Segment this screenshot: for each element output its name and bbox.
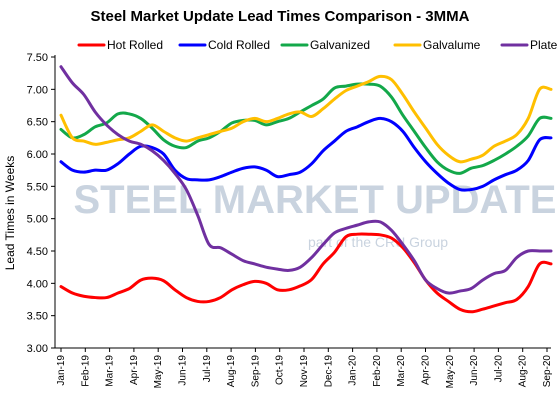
y-tick-label: 4.00 bbox=[27, 278, 48, 290]
x-tick-label: Aug-19 bbox=[226, 355, 237, 388]
y-tick-label: 7.00 bbox=[27, 84, 48, 96]
x-tick-label: Jun-20 bbox=[469, 355, 480, 386]
y-tick-label: 3.00 bbox=[27, 343, 48, 355]
series-line-hot-rolled bbox=[59, 232, 553, 314]
x-tick-label: Nov-19 bbox=[299, 355, 310, 388]
grid bbox=[54, 55, 551, 349]
watermark-logo: STEEL MARKET UPDATE part of the CRU Grou… bbox=[74, 178, 557, 250]
x-tick-label: Sep-20 bbox=[542, 355, 553, 388]
y-axis-ticks: 3.00 3.50 4.00 4.50 5.00 5.50 6.00 6.50 7.00 7.50 bbox=[27, 52, 55, 355]
x-tick-label: Oct-19 bbox=[275, 355, 286, 385]
chart-title: Steel Market Update Lead Times Compariso… bbox=[91, 8, 470, 25]
x-tick-label: Jan-20 bbox=[348, 355, 359, 386]
x-tick-label: Dec-19 bbox=[323, 355, 334, 388]
x-tick-label: Jul-20 bbox=[493, 355, 504, 383]
y-tick-label: 6.50 bbox=[27, 117, 48, 129]
x-tick-label: Jun-19 bbox=[178, 355, 189, 386]
x-tick-label: May-20 bbox=[445, 355, 456, 389]
x-tick-label: Apr-20 bbox=[421, 355, 432, 385]
x-tick-label: Mar-19 bbox=[105, 355, 116, 387]
x-tick-label: Feb-20 bbox=[372, 355, 383, 387]
y-tick-label: 5.50 bbox=[27, 181, 48, 193]
x-tick-label: Feb-19 bbox=[80, 355, 91, 387]
y-tick-label: 6.00 bbox=[27, 149, 48, 161]
x-tick-label: Jul-19 bbox=[202, 355, 213, 383]
y-tick-label: 3.50 bbox=[27, 311, 48, 323]
x-tick-label: Jan-19 bbox=[56, 355, 67, 386]
x-tick-label: Aug-20 bbox=[518, 355, 529, 388]
x-axis-ticks: Jan-19 Feb-19 Mar-19 Apr-19 May-19 Jun-19 Jul-… bbox=[56, 348, 553, 388]
y-tick-label: 7.50 bbox=[27, 52, 48, 64]
y-tick-label: 5.00 bbox=[27, 214, 48, 226]
series-line-plate bbox=[59, 65, 553, 295]
y-axis-label: Lead Times in Weeks bbox=[3, 156, 17, 271]
series-line-galvalume bbox=[59, 74, 553, 164]
legend-label-galvalume: Galvalume bbox=[423, 38, 481, 52]
legend-label-galvanized: Galvanized bbox=[310, 38, 370, 52]
series-group bbox=[59, 65, 553, 314]
legend: Hot Rolled Cold Rolled Galvanized Galvalume… bbox=[77, 38, 558, 52]
y-tick-label: 4.50 bbox=[27, 246, 48, 258]
x-tick-label: Mar-20 bbox=[396, 355, 407, 387]
series-line-galvanized bbox=[59, 82, 553, 175]
x-tick-label: Sep-19 bbox=[250, 355, 261, 388]
legend-label-cold-rolled: Cold Rolled bbox=[208, 38, 270, 52]
x-tick-label: Apr-19 bbox=[129, 355, 140, 385]
legend-label-hot-rolled: Hot Rolled bbox=[107, 38, 163, 52]
watermark-title: STEEL MARKET UPDATE bbox=[74, 178, 557, 222]
x-tick-label: May-19 bbox=[153, 355, 164, 389]
legend-label-plate: Plate bbox=[530, 38, 558, 52]
